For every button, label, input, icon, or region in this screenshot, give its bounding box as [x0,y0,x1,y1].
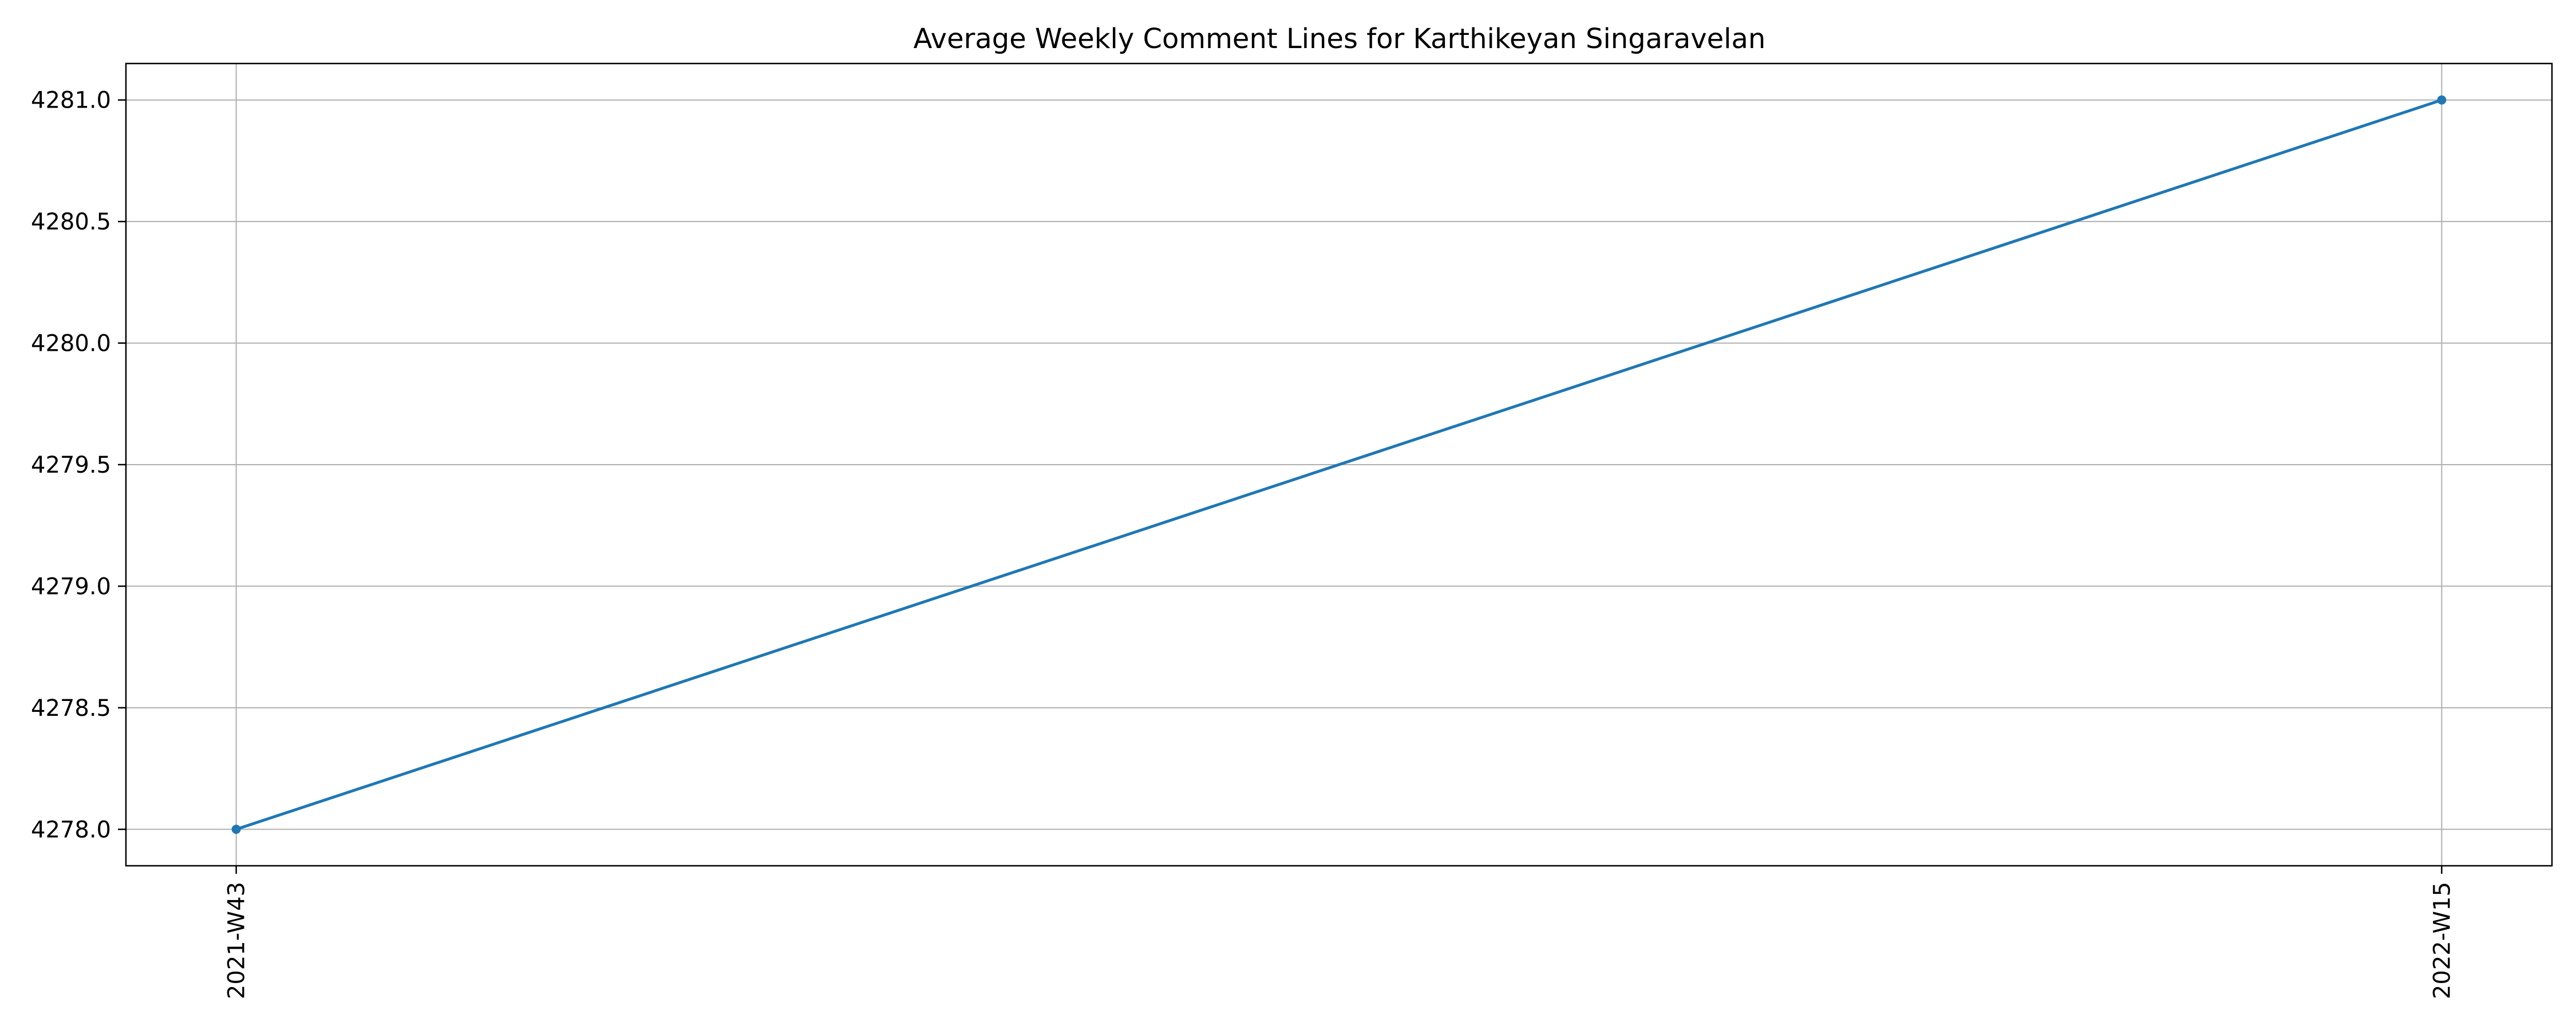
data-series [231,95,2447,834]
y-tick-label: 4280.0 [31,331,111,357]
series-line [235,98,2443,831]
y-tick-label: 4278.5 [31,695,111,722]
data-point [2437,95,2447,105]
plot-frame [125,62,2553,867]
chart-title: Average Weekly Comment Lines for Karthik… [914,23,1766,55]
y-tick-label: 4279.0 [31,573,111,600]
x-tick-label: 2022-W15 [2429,882,2455,999]
axes: 4278.0 4278.5 4279.0 4279.5 4280.0 4280.5 4281… [31,88,2455,999]
y-tick-label: 4280.5 [31,209,111,235]
grid-lines [126,64,2552,866]
y-tick-label: 4278.0 [31,817,111,843]
data-point [231,825,241,834]
x-tick-label: 2021-W43 [224,882,250,999]
y-tick-label: 4279.5 [31,452,111,478]
y-tick-label: 4281.0 [31,88,111,114]
